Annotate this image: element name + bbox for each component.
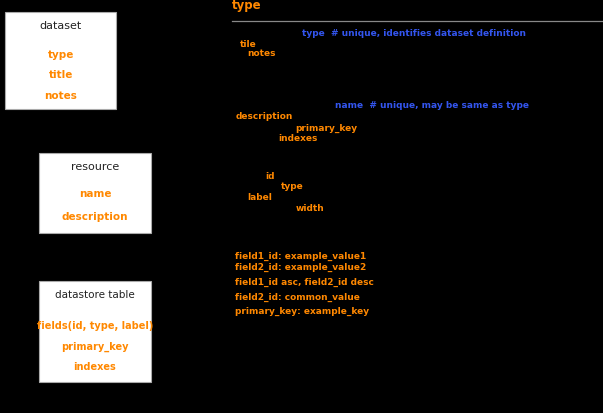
Text: label: label <box>247 193 272 202</box>
Text: primary_key: primary_key <box>62 342 128 352</box>
Text: field1_id: example_value1: field1_id: example_value1 <box>235 252 367 261</box>
Text: description: description <box>235 112 292 121</box>
Text: width: width <box>295 204 324 214</box>
Text: primary_key: primary_key <box>295 123 358 133</box>
Text: name: name <box>79 189 111 199</box>
FancyBboxPatch shape <box>39 153 151 233</box>
FancyBboxPatch shape <box>5 12 116 109</box>
Text: field1_id asc, field2_id desc: field1_id asc, field2_id desc <box>235 278 374 287</box>
Text: notes: notes <box>247 49 276 58</box>
Text: title: title <box>48 71 73 81</box>
Text: notes: notes <box>44 91 77 101</box>
Text: indexes: indexes <box>74 362 116 372</box>
Text: type: type <box>48 50 74 60</box>
Text: description: description <box>62 211 128 221</box>
Text: id: id <box>265 172 275 181</box>
Text: tile: tile <box>240 40 257 49</box>
Text: fields(id, type, label): fields(id, type, label) <box>37 321 153 331</box>
Text: primary_key: example_key: primary_key: example_key <box>235 307 369 316</box>
Text: type  # unique, identifies dataset definition: type # unique, identifies dataset defini… <box>302 28 525 38</box>
Text: name  # unique, may be same as type: name # unique, may be same as type <box>335 101 529 110</box>
Text: field2_id: common_value: field2_id: common_value <box>235 293 360 302</box>
Text: dataset: dataset <box>39 21 82 31</box>
Text: resource: resource <box>71 162 119 172</box>
FancyBboxPatch shape <box>39 281 151 382</box>
Text: type: type <box>280 182 303 191</box>
Text: type: type <box>232 0 262 12</box>
Text: field2_id: example_value2: field2_id: example_value2 <box>235 263 367 272</box>
Text: datastore table: datastore table <box>55 290 135 300</box>
Text: indexes: indexes <box>279 134 318 143</box>
